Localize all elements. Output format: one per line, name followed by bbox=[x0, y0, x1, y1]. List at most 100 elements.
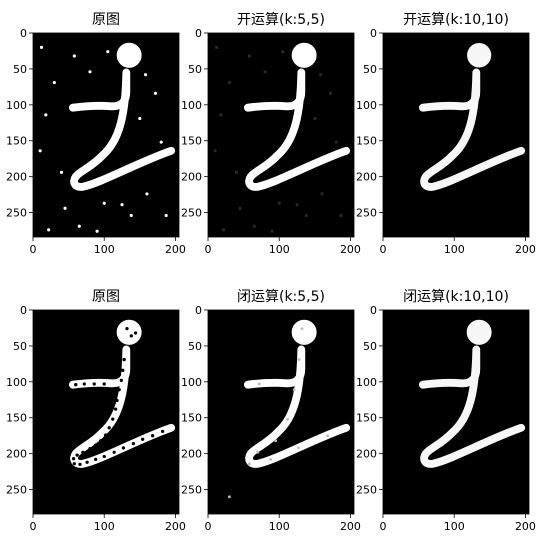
noise-dot bbox=[95, 229, 99, 233]
noise-dot bbox=[120, 203, 124, 207]
x-tick-label: 0 bbox=[380, 243, 387, 256]
y-tick-label: 0 bbox=[20, 304, 27, 317]
x-tick-label: 100 bbox=[444, 243, 465, 256]
image-background bbox=[208, 310, 354, 514]
y-tick-label: 150 bbox=[6, 412, 27, 425]
y-tick-label: 250 bbox=[6, 207, 27, 220]
y-tick-label: 250 bbox=[356, 207, 377, 220]
y-tick-label: 100 bbox=[181, 99, 202, 112]
axes-frame bbox=[32, 309, 180, 515]
x-tick-label: 200 bbox=[340, 520, 361, 533]
glyph-shape bbox=[227, 324, 346, 499]
hole-dot bbox=[52, 495, 57, 499]
noise-residue bbox=[320, 192, 324, 196]
noise-dot bbox=[102, 201, 106, 205]
hole-dot bbox=[115, 398, 119, 403]
noise-residue bbox=[227, 81, 231, 84]
noise-residue bbox=[215, 45, 218, 49]
noise-residue bbox=[334, 140, 338, 144]
hole-dot bbox=[107, 426, 111, 430]
y-tick-label: 50 bbox=[188, 340, 202, 353]
noise-dot bbox=[145, 192, 149, 196]
noise-dot bbox=[59, 170, 64, 174]
noise-dot bbox=[44, 113, 48, 117]
hole-dot bbox=[102, 382, 106, 386]
y-tick-label: 200 bbox=[181, 448, 202, 461]
noise-dot bbox=[63, 206, 67, 210]
noise-residue bbox=[329, 91, 332, 95]
noise-residue bbox=[319, 73, 322, 77]
noise-dot bbox=[159, 140, 163, 144]
y-tick-label: 150 bbox=[181, 135, 202, 148]
panel-title: 闭运算(k:5,5) bbox=[237, 289, 325, 305]
y-tick-label: 50 bbox=[188, 63, 202, 76]
hole-dot bbox=[94, 457, 98, 462]
x-tick-label: 0 bbox=[30, 520, 37, 533]
y-tick-label: 50 bbox=[363, 63, 377, 76]
glyph-shape bbox=[38, 45, 172, 233]
noise-residue bbox=[238, 206, 242, 210]
x-tick-label: 100 bbox=[269, 243, 290, 256]
hole-dot bbox=[94, 443, 98, 447]
noise-residue bbox=[235, 170, 238, 174]
hole-dot bbox=[92, 382, 96, 386]
hole-dot bbox=[121, 446, 126, 450]
x-tick-label: 0 bbox=[30, 243, 37, 256]
x-tick-label: 0 bbox=[205, 243, 212, 256]
axes-frame bbox=[207, 32, 355, 238]
image-panel: 闭运算(k:10,10) 0 100 200 0 50 100 150 200 250 bbox=[356, 289, 536, 533]
hole-residue bbox=[256, 450, 260, 454]
x-tick-label: 200 bbox=[515, 243, 536, 256]
hole-residue bbox=[257, 382, 261, 386]
noise-residue bbox=[339, 214, 343, 217]
noise-dot bbox=[106, 50, 110, 54]
panel-title: 开运算(k:10,10) bbox=[403, 12, 509, 28]
hole-dot bbox=[71, 457, 76, 461]
y-tick-label: 150 bbox=[356, 135, 377, 148]
noise-residue bbox=[270, 229, 274, 233]
panel-title: 闭运算(k:10,10) bbox=[403, 289, 509, 305]
noise-residue bbox=[304, 214, 308, 217]
panel-title: 开运算(k:5,5) bbox=[237, 12, 325, 28]
hole-dot bbox=[141, 437, 145, 441]
image-panel: 开运算(k:5,5) 0 100 200 0 50 100 150 200 250 bbox=[181, 12, 361, 256]
hole-residue bbox=[286, 417, 290, 421]
y-tick-label: 50 bbox=[13, 63, 27, 76]
hole-residue bbox=[247, 462, 251, 466]
hole-dot bbox=[74, 383, 78, 387]
noise-residue bbox=[213, 149, 217, 153]
hole-dot bbox=[112, 450, 116, 454]
y-tick-label: 200 bbox=[6, 171, 27, 184]
hole-dot bbox=[113, 407, 118, 411]
y-tick-label: 0 bbox=[370, 27, 377, 40]
image-background bbox=[383, 310, 529, 514]
hole-dot bbox=[131, 441, 136, 446]
hole-dot bbox=[122, 357, 126, 362]
axes-frame bbox=[32, 32, 180, 238]
noise-dot bbox=[39, 45, 44, 49]
y-tick-label: 50 bbox=[363, 340, 377, 353]
noise-residue bbox=[281, 50, 285, 54]
x-tick-label: 100 bbox=[269, 520, 290, 533]
panel-title: 原图 bbox=[92, 12, 120, 28]
panel-title: 原图 bbox=[92, 289, 120, 305]
y-tick-label: 100 bbox=[6, 376, 27, 389]
x-tick-label: 100 bbox=[94, 243, 115, 256]
hole-dot bbox=[81, 450, 85, 454]
y-tick-label: 200 bbox=[181, 171, 202, 184]
image-panel: 闭运算(k:5,5) 0 100 200 0 50 100 150 200 250 bbox=[181, 289, 361, 533]
hole-dot bbox=[151, 434, 155, 438]
hole-residue bbox=[269, 457, 273, 461]
y-tick-label: 0 bbox=[195, 27, 202, 40]
y-tick-label: 150 bbox=[6, 135, 27, 148]
image-panel: 原图 0 100 200 0 50 100 150 200 250 bbox=[6, 12, 186, 256]
hole-residue bbox=[227, 495, 231, 499]
y-tick-label: 250 bbox=[181, 484, 202, 497]
hole-residue bbox=[292, 388, 296, 392]
noise-dot bbox=[88, 70, 92, 74]
noise-residue bbox=[277, 201, 281, 205]
y-tick-label: 250 bbox=[6, 484, 27, 497]
y-tick-label: 0 bbox=[20, 27, 27, 40]
image-background bbox=[208, 33, 354, 237]
x-tick-label: 100 bbox=[444, 520, 465, 533]
